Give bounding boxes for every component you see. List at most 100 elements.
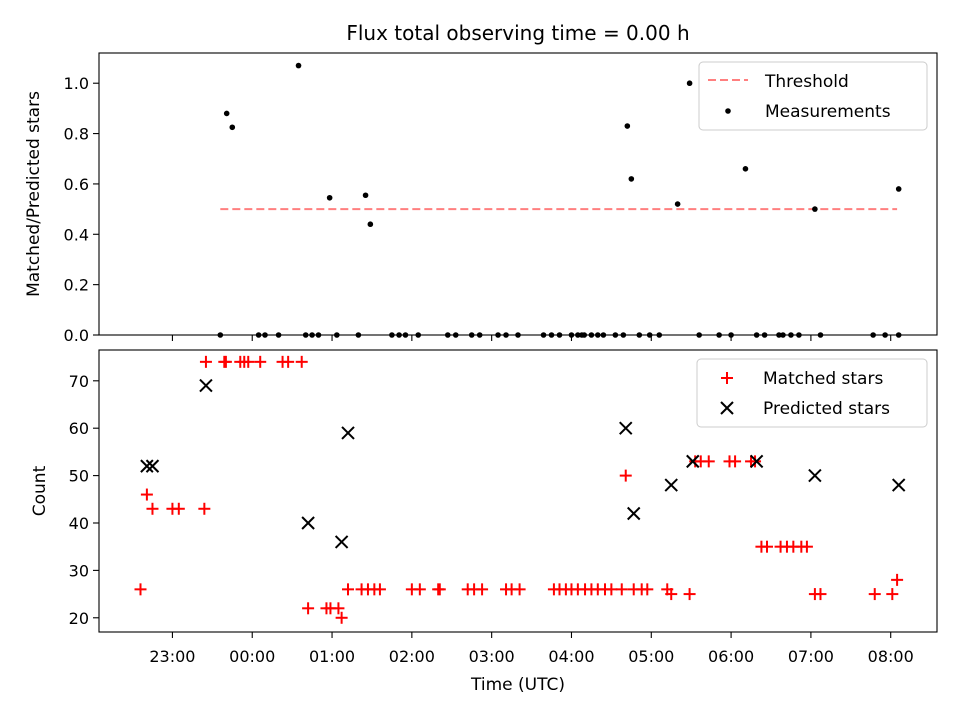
predicted-star-point [891,478,906,492]
measurements-legend-swatch [725,108,731,114]
matched-star-point [242,355,255,368]
predicted-legend-swatch [720,401,734,415]
measurement-point [362,192,369,199]
predicted-star-point [686,454,700,469]
measurement-point [624,123,631,129]
predicted-star-point [749,454,764,469]
count-y-tick-label: 20 [69,609,89,628]
matched-star-point [476,583,489,596]
measurement-point [895,186,902,192]
matched-star-point [814,588,827,601]
ratio-legend-box [698,61,928,131]
matched-star-point [146,502,159,515]
count-x-axis: 23:00 00:00 01:00 02:00 03:00 04:00 05:00 06:00… [149,632,914,666]
count-x-tick-label: 00:00 [229,647,275,666]
matched-legend-label: Matched stars [763,369,883,389]
matched-star-point [199,355,212,368]
matched-star-point [342,583,355,596]
matched-star-point [605,583,618,596]
matched-star-point [332,602,345,615]
matched-star-point [373,583,386,596]
measurement-point [686,80,693,87]
measurement-point [742,166,749,172]
predicted-legend-label: Predicted stars [763,399,890,419]
count-marks [134,355,906,624]
measurement-point [295,62,302,69]
matched-star-point [198,502,211,515]
measurement-point [674,201,681,207]
count-y-axis: 20 30 40 50 60 70 [69,372,99,628]
predicted-star-point [334,535,349,549]
matched-star-point [868,588,881,601]
count-legend: Matched stars Predicted stars [696,358,928,428]
predicted-star-point [199,378,213,393]
count-y-tick-label: 60 [69,419,89,438]
predicted-star-point [341,426,355,440]
matched-star-point [702,455,715,468]
count-x-tick-label: 03:00 [469,647,515,666]
matched-star-point [761,540,774,553]
matched-star-point [282,355,295,368]
predicted-star-point [145,459,160,473]
count-x-label: Time (UTC) [470,675,565,695]
ratio-panel: 0.0 0.2 0.4 0.6 0.8 1.0 Matched/Predicted sta… [24,52,938,345]
matched-star-point [295,355,308,368]
ratio-legend: Threshold Measurements [698,61,928,131]
ratio-y-tick-label: 0.8 [64,125,89,144]
threshold-legend-label: Threshold [764,72,849,92]
predicted-star-point [140,459,154,473]
measurement-point [223,110,230,117]
ratio-y-tick-label: 0.2 [64,276,89,295]
matched-star-point [134,583,147,596]
measurement-point [812,206,818,212]
count-y-tick-label: 40 [69,514,89,533]
matched-star-point [615,583,628,596]
count-panel: 20 30 40 50 60 70 23:00 00:00 01:00 02:00 03:00 04… [30,349,938,695]
matched-star-point [800,540,813,553]
count-x-tick-label: 08:00 [868,647,914,666]
predicted-star-point [627,506,641,521]
count-y-tick-label: 30 [69,561,89,580]
matched-star-point [219,355,232,368]
matched-star-point [433,583,446,596]
count-x-tick-label: 06:00 [708,647,754,666]
count-x-tick-label: 02:00 [389,647,435,666]
matched-star-point [302,602,315,615]
ratio-y-axis: 0.0 0.2 0.4 0.6 0.8 1.0 [64,74,99,345]
count-legend-box [696,358,928,428]
measurement-point [367,221,374,228]
ratio-x-ticks [171,335,892,341]
predicted-star-point [808,468,822,483]
matched-star-point [140,488,153,501]
matched-star-point [513,583,526,596]
ratio-plot-frame [98,52,938,336]
count-y-tick-label: 70 [69,372,89,391]
matched-star-point [683,588,696,601]
count-y-label: Count [30,465,50,516]
count-y-tick-label: 50 [69,467,89,486]
matched-star-point [335,611,348,624]
measurement-point [628,176,635,182]
ratio-y-tick-label: 0.4 [64,225,89,244]
count-x-tick-label: 05:00 [628,647,674,666]
predicted-star-point [619,421,633,435]
count-x-tick-label: 07:00 [788,647,834,666]
measurements-legend-label: Measurements [765,102,891,122]
predicted-star-point [664,478,678,492]
ratio-y-label: Matched/Predicted stars [24,91,44,297]
ratio-y-tick-label: 1.0 [64,74,89,93]
matched-star-point [665,588,678,601]
matched-star-point [619,469,632,482]
measurement-point [326,194,333,201]
matched-star-point [749,455,762,468]
predicted-star-point [301,516,315,530]
count-x-tick-label: 01:00 [309,647,355,666]
count-x-tick-label: 04:00 [548,647,594,666]
matched-star-point [891,573,904,586]
count-plot-frame [98,349,938,633]
matched-legend-swatch [721,372,733,384]
figure-title: Flux total observing time = 0.00 h [346,21,689,45]
matched-star-point [172,502,185,515]
matched-star-point [413,583,426,596]
